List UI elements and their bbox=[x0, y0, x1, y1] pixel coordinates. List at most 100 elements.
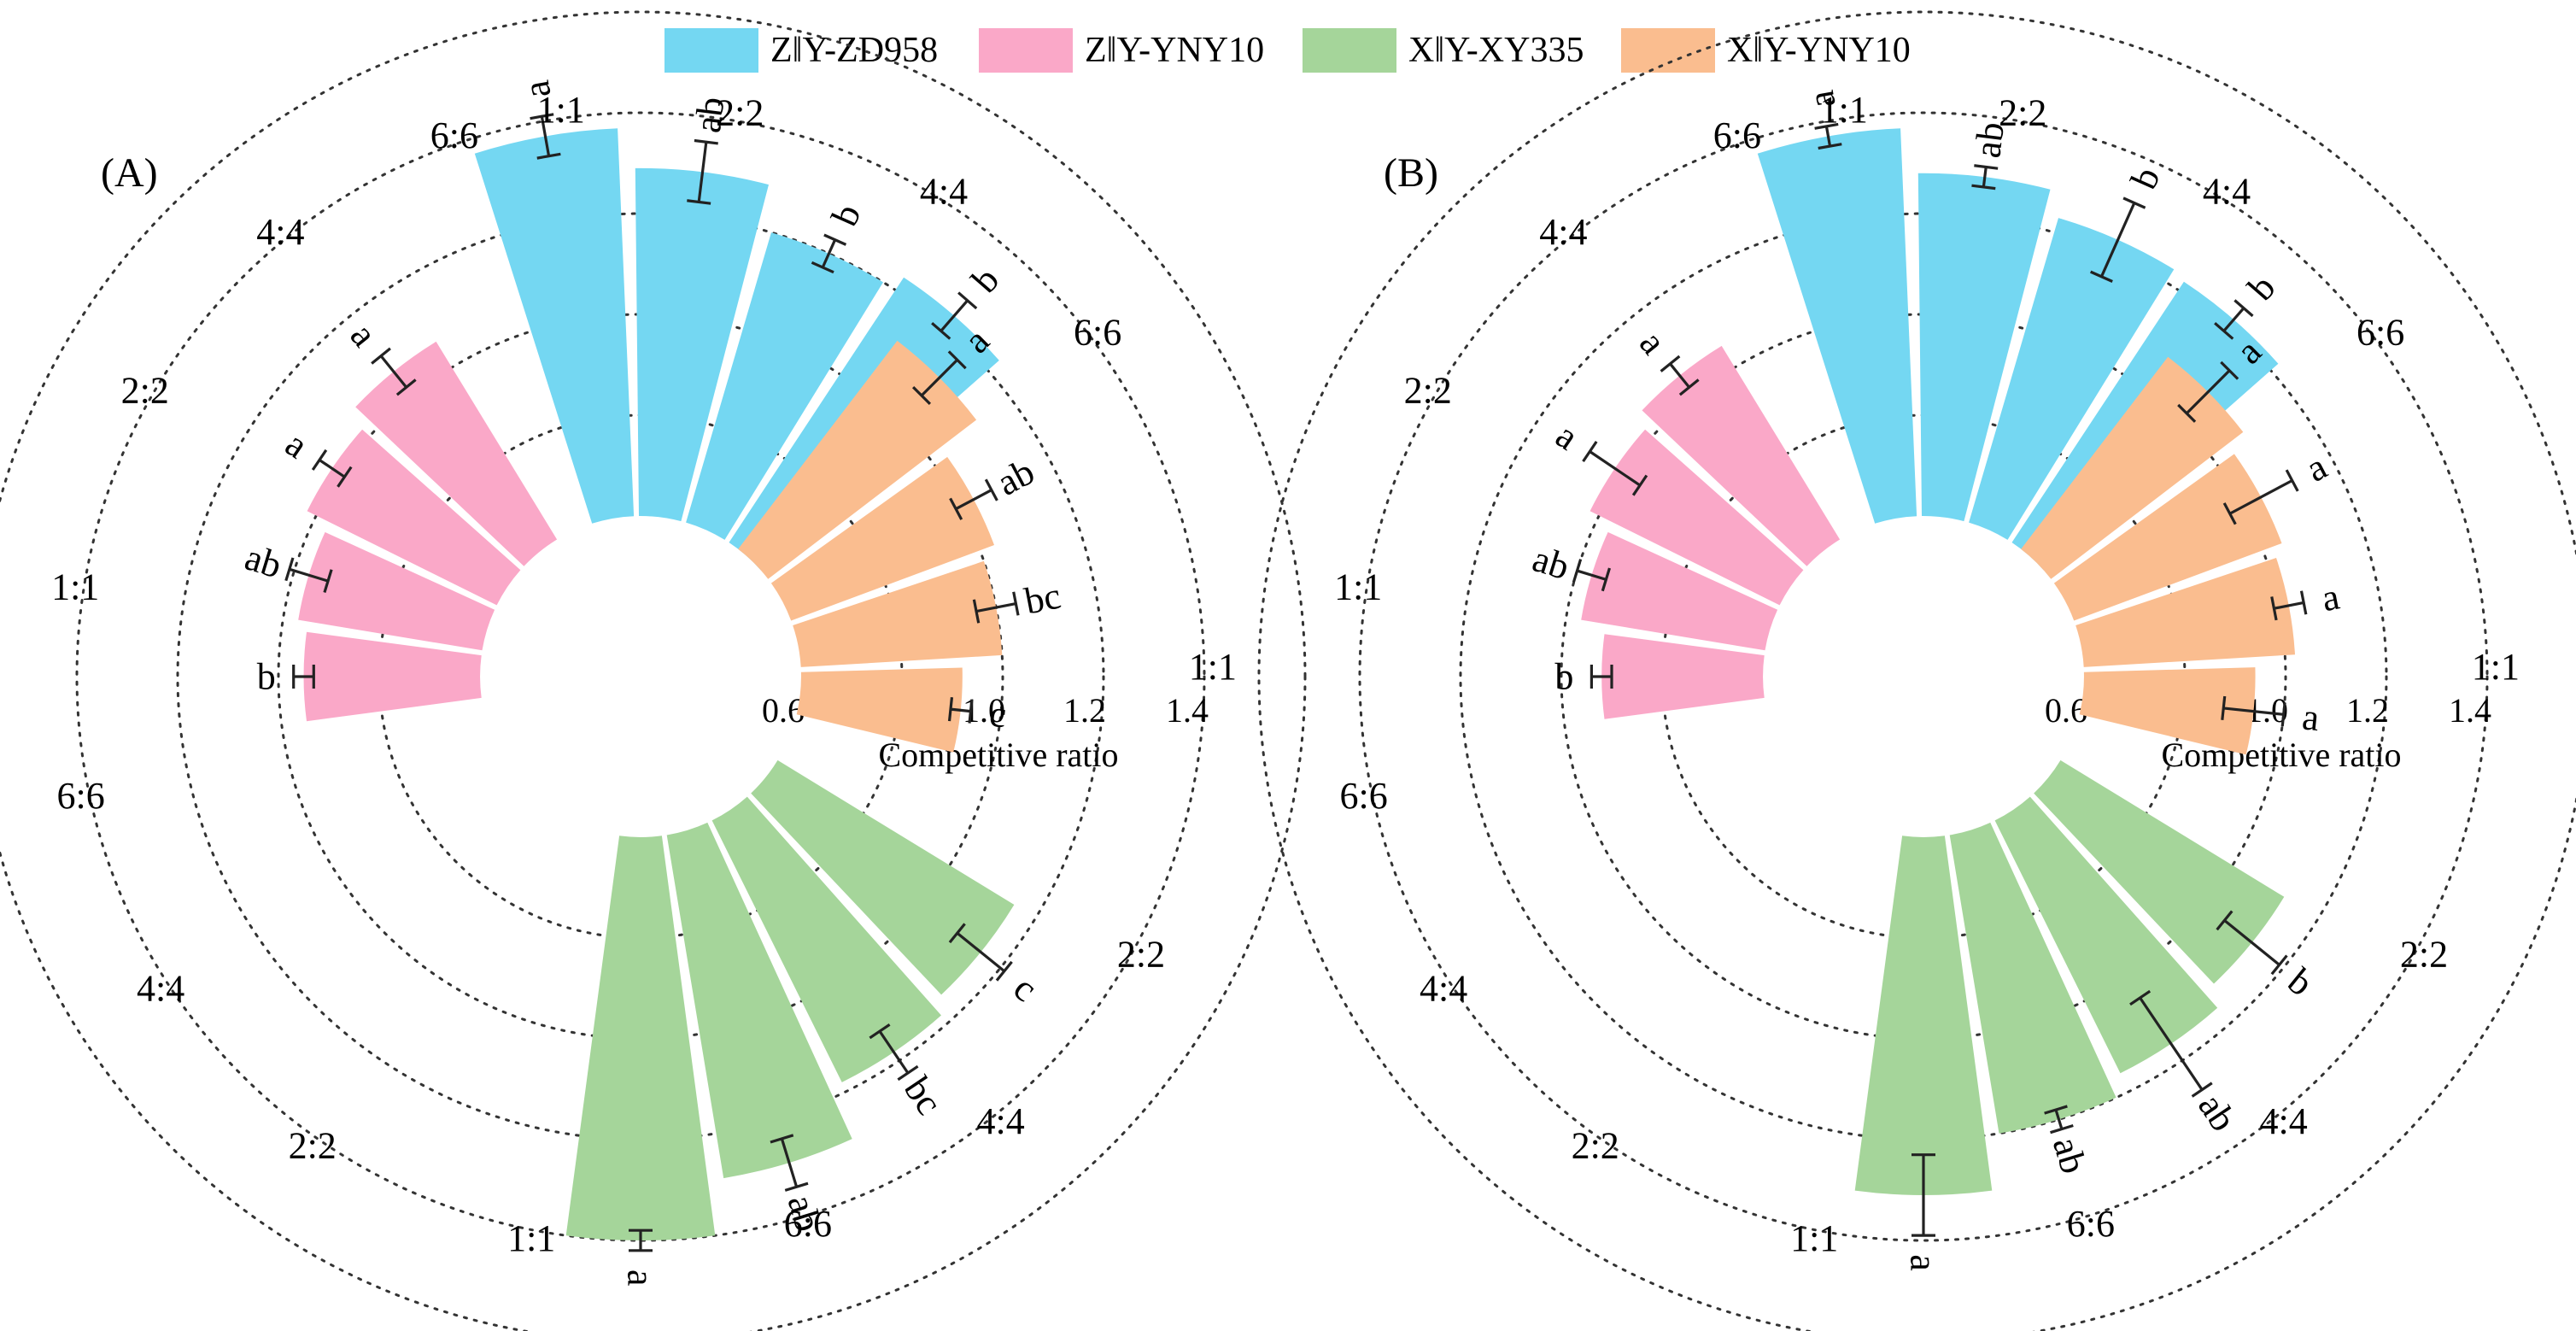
error-bar-x-y-xy335-1-1 bbox=[1912, 1153, 1935, 1237]
bar-z-y-zd958-4-4 bbox=[1969, 218, 2175, 540]
error-bar-x-y-yny10-2-2 bbox=[972, 591, 1020, 624]
bar-z-y-yny10-1-1 bbox=[1601, 634, 1765, 719]
bar-z-y-yny10-4-4 bbox=[307, 429, 521, 606]
significance-letter: ab bbox=[1528, 537, 1574, 588]
tick-label: 1.2 bbox=[2346, 691, 2389, 730]
bar-x-y-xy335-6-6 bbox=[751, 759, 1015, 995]
bar-z-y-yny10-6-6 bbox=[1642, 345, 1841, 566]
significance-letter: ab bbox=[2045, 1132, 2095, 1178]
bar-z-y-yny10-6-6 bbox=[355, 341, 558, 566]
significance-letter: b bbox=[2280, 960, 2321, 1005]
category-label: 4:4 bbox=[137, 967, 184, 1009]
category-label: 6:6 bbox=[1074, 311, 1121, 353]
error-bar-z-y-yny10-6-6 bbox=[371, 347, 417, 396]
category-label: 4:4 bbox=[256, 211, 304, 253]
error-bar-z-y-zd958-2-2 bbox=[687, 138, 718, 205]
category-label: 6:6 bbox=[1339, 775, 1387, 817]
category-label: 1:1 bbox=[1820, 89, 1868, 131]
error-bar-z-y-yny10-1-1 bbox=[292, 665, 315, 689]
error-bar-x-y-xy335-4-4 bbox=[869, 1023, 919, 1082]
significance-letter: b bbox=[1554, 656, 1573, 698]
category-label: 6:6 bbox=[2067, 1203, 2115, 1245]
category-label: 4:4 bbox=[920, 170, 968, 212]
category-label: 4:4 bbox=[2203, 170, 2251, 212]
category-label: 4:4 bbox=[2259, 1100, 2307, 1142]
legend: Z‖Y-ZD958 Z‖Y-YNY10 X‖Y-XY335 X‖Y-YNY10 bbox=[664, 28, 1911, 73]
significance-letter: a bbox=[278, 423, 316, 467]
bar-z-y-zd958-2-2 bbox=[1917, 173, 2051, 522]
category-label: 6:6 bbox=[784, 1203, 832, 1245]
significance-letter: a bbox=[1549, 414, 1586, 459]
category-label: 2:2 bbox=[121, 370, 169, 412]
error-bar-x-y-yny10-6-6 bbox=[2177, 361, 2239, 423]
bar-x-y-xy335-6-6 bbox=[2034, 759, 2285, 984]
legend-label: Z‖Y-ZD958 bbox=[770, 31, 938, 70]
tick-label: 0.6 bbox=[2045, 691, 2087, 730]
legend-swatch-z-y-yny10 bbox=[979, 28, 1073, 73]
bar-x-y-xy335-1-1 bbox=[1854, 836, 1993, 1195]
error-bar-z-y-yny10-1-1 bbox=[1590, 665, 1613, 689]
error-bar-z-y-zd958-6-6 bbox=[2214, 299, 2254, 340]
bar-x-y-yny10-2-2 bbox=[2075, 558, 2295, 667]
bar-z-y-yny10-4-4 bbox=[1590, 429, 1804, 606]
error-bar-x-y-yny10-2-2 bbox=[2270, 590, 2308, 621]
significance-letter: ab bbox=[240, 536, 286, 586]
bar-x-y-yny10-6-6 bbox=[738, 340, 977, 579]
bar-x-y-yny10-2-2 bbox=[793, 560, 1003, 667]
bar-x-y-xy335-2-2 bbox=[666, 822, 852, 1179]
significance-letter: ab bbox=[687, 95, 733, 135]
tick-label: 1.4 bbox=[2449, 691, 2491, 730]
bar-x-y-yny10-1-1 bbox=[2079, 667, 2256, 755]
legend-label: Z‖Y-YNY10 bbox=[1085, 31, 1264, 70]
category-label: 6:6 bbox=[1713, 114, 1761, 156]
bar-z-y-yny10-1-1 bbox=[303, 631, 482, 722]
category-label: 2:2 bbox=[716, 92, 764, 134]
gridline-0-8 bbox=[1560, 313, 2287, 1041]
category-label: 4:4 bbox=[976, 1100, 1024, 1142]
category-label: 2:2 bbox=[1117, 933, 1165, 975]
bar-z-y-zd958-1-1 bbox=[1757, 128, 1917, 524]
category-label: 4:4 bbox=[1420, 967, 1467, 1009]
gridline-1-2 bbox=[1358, 111, 2489, 1242]
significance-letter: bc bbox=[1022, 574, 1064, 622]
error-bar-x-y-xy335-2-2 bbox=[2044, 1105, 2074, 1135]
significance-letter: b bbox=[257, 656, 276, 698]
bar-x-y-xy335-4-4 bbox=[711, 796, 941, 1082]
significance-letter: c bbox=[1006, 967, 1045, 1010]
significance-letter: ab bbox=[1966, 120, 2012, 160]
category-label: 2:2 bbox=[289, 1124, 337, 1166]
error-bar-z-y-zd958-2-2 bbox=[1971, 164, 1999, 191]
error-bar-x-y-yny10-1-1 bbox=[2221, 695, 2286, 727]
bar-z-y-yny10-2-2 bbox=[298, 531, 495, 651]
bar-z-y-zd958-2-2 bbox=[635, 167, 769, 522]
legend-label: X‖Y-YNY10 bbox=[1727, 31, 1911, 70]
error-bar-z-y-yny10-4-4 bbox=[311, 449, 353, 488]
category-label: 1:1 bbox=[1334, 566, 1382, 608]
bar-z-y-zd958-1-1 bbox=[474, 128, 635, 524]
category-label: 4:4 bbox=[1539, 211, 1587, 253]
error-bar-x-y-yny10-4-4 bbox=[2222, 469, 2299, 525]
error-bar-z-y-zd958-4-4 bbox=[811, 233, 847, 274]
tick-label: 1.4 bbox=[1166, 691, 1209, 730]
error-bar-x-y-yny10-4-4 bbox=[949, 478, 998, 520]
error-bar-x-y-xy335-6-6 bbox=[948, 923, 1013, 982]
category-label: 1:1 bbox=[2472, 646, 2520, 688]
significance-letter: ab bbox=[990, 450, 1041, 504]
significance-letter: a bbox=[2300, 695, 2321, 739]
error-bar-x-y-xy335-2-2 bbox=[770, 1134, 809, 1192]
error-bar-z-y-zd958-6-6 bbox=[931, 291, 978, 340]
error-bar-z-y-zd958-4-4 bbox=[2090, 196, 2146, 283]
error-bar-z-y-yny10-4-4 bbox=[1582, 441, 1648, 496]
error-bar-z-y-zd958-1-1 bbox=[530, 113, 561, 160]
bar-x-y-xy335-4-4 bbox=[1994, 796, 2218, 1074]
significance-letter: a bbox=[1903, 1254, 1945, 1271]
error-bar-z-y-yny10-2-2 bbox=[284, 557, 333, 593]
bar-x-y-yny10-4-4 bbox=[770, 456, 994, 621]
category-label: 2:2 bbox=[1572, 1124, 1619, 1166]
panel-label: (A) bbox=[101, 150, 158, 196]
legend-label: X‖Y-XY335 bbox=[1408, 31, 1584, 70]
legend-swatch-x-y-xy335 bbox=[1303, 28, 1396, 73]
significance-letter: a bbox=[620, 1269, 662, 1287]
